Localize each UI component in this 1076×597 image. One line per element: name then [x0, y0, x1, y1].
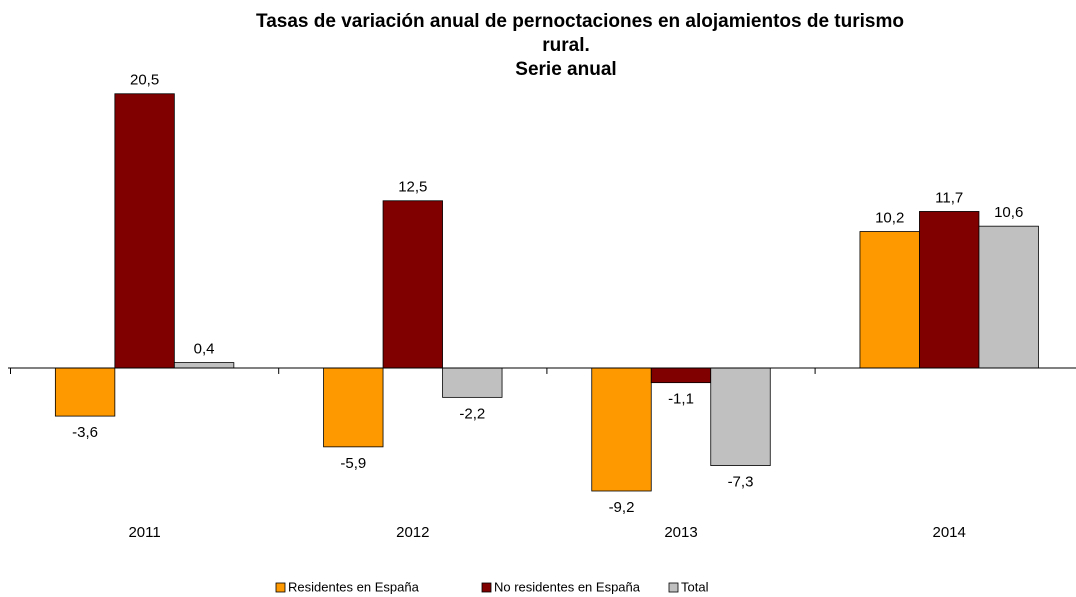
data-label: 11,7 [935, 189, 963, 206]
bar [323, 367, 384, 448]
legend-swatch [481, 582, 492, 593]
x-tick-label: 2011 [128, 524, 160, 541]
chart-title: rural. [542, 35, 590, 56]
bar [382, 200, 443, 369]
data-label: 12,5 [398, 179, 427, 196]
x-tick-label: 2012 [396, 524, 429, 541]
data-label: 10,2 [875, 209, 904, 226]
bar [978, 225, 1039, 369]
data-label: -9,2 [609, 499, 635, 516]
bar [173, 362, 235, 369]
data-label: -5,9 [340, 455, 366, 472]
chart-subtitle: Serie anual [515, 59, 616, 80]
legend-label: No residentes en España [494, 579, 641, 594]
data-label: -2,2 [459, 405, 485, 422]
legend-swatch [275, 582, 286, 593]
bar [114, 93, 175, 369]
bar [859, 231, 920, 369]
bar [591, 367, 652, 492]
legend-swatch [668, 582, 679, 593]
legend-label: Total [681, 579, 709, 594]
data-label: 20,5 [130, 72, 159, 89]
data-label: 10,6 [994, 204, 1023, 221]
data-label: -1,1 [668, 391, 694, 408]
x-tick-label: 2014 [933, 524, 966, 541]
legend-label: Residentes en España [288, 579, 420, 594]
bar [442, 367, 503, 398]
x-tick-label: 2013 [664, 524, 697, 541]
bar [54, 367, 116, 417]
bar [650, 367, 712, 384]
data-label: 0,4 [194, 341, 215, 358]
chart-title: Tasas de variación anual de pernoctacion… [256, 11, 904, 32]
bar [919, 211, 980, 369]
data-label: -7,3 [728, 474, 754, 491]
bar [710, 367, 771, 466]
data-label: -3,6 [72, 424, 98, 441]
